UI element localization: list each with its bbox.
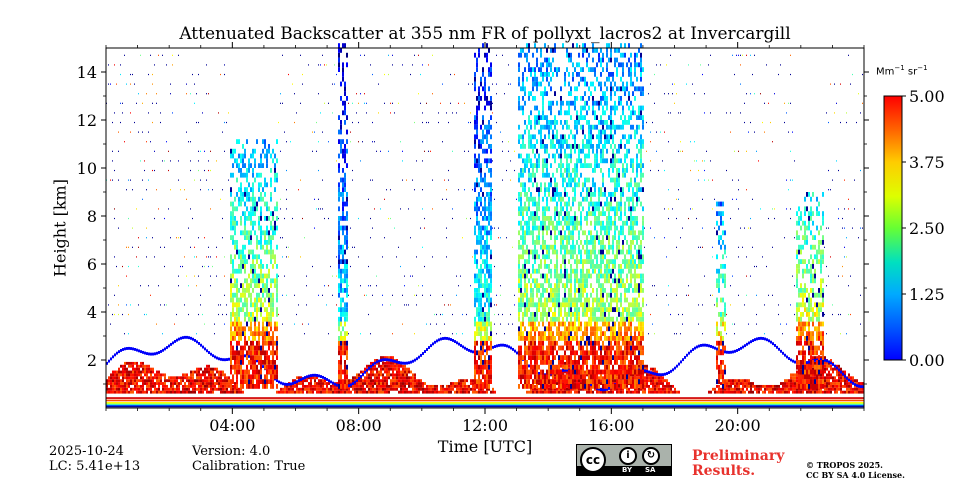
lc-text: LC: 5.41e+13	[49, 459, 141, 474]
x-tick-label: 08:00	[336, 416, 382, 435]
date-text: 2025-10-24	[49, 444, 124, 459]
cc-license-badge: cc i ↻ BY SA	[576, 444, 672, 476]
y-tick-label: 12	[77, 111, 97, 130]
copyright-line-2: CC BY SA 4.0 License.	[806, 470, 905, 480]
by-label: BY	[622, 466, 633, 474]
calibration-text: Calibration: True	[192, 459, 306, 474]
cc-badge-band	[577, 466, 671, 475]
unit-exponent-2: −1	[917, 64, 928, 72]
meta-right: Version: 4.0 Calibration: True	[192, 444, 305, 474]
copyright-notice: © TROPOS 2025. CC BY SA 4.0 License.	[806, 460, 905, 480]
y-tick-label: 14	[77, 63, 97, 82]
y-tick-label: 4	[87, 303, 97, 322]
by-icon: i	[619, 447, 637, 465]
meta-left: 2025-10-24 LC: 5.41e+13	[49, 444, 140, 474]
y-tick-label: 8	[87, 207, 97, 226]
x-axis-label: Time [UTC]	[437, 437, 533, 456]
preliminary-notice: Preliminary Results.	[692, 449, 784, 479]
y-tick-label: 10	[77, 159, 97, 178]
heatmap-plot-area	[106, 43, 864, 408]
x-tick-label: 04:00	[209, 416, 255, 435]
version-text: Version: 4.0	[192, 444, 271, 459]
sa-icon: ↻	[642, 447, 660, 465]
preliminary-line-1: Preliminary	[692, 448, 785, 464]
y-axis-label: Height [km]	[50, 179, 70, 277]
y-tick-label: 2	[87, 351, 97, 370]
unit-exponent-1: −1	[894, 64, 905, 72]
sa-label: SA	[645, 466, 656, 474]
y-tick-label: 6	[87, 255, 97, 274]
copyright-line-1: © TROPOS 2025.	[806, 460, 883, 470]
colorbar-tick-label: 2.50	[909, 219, 945, 238]
colorbar-gradient	[883, 95, 903, 361]
axes: 2 4 6 8 10 12 14 04:00 08:00 12:00 16:00 20:00	[77, 42, 869, 435]
colorbar-tick-label: 1.25	[909, 285, 945, 304]
x-tick-label: 20:00	[715, 416, 761, 435]
chart-title: Attenuated Backscatter at 355 nm FR of p…	[179, 24, 791, 44]
cc-icon: cc	[580, 447, 606, 473]
preliminary-line-2: Results.	[692, 463, 756, 479]
colorbar-tick-label: 0.00	[909, 351, 945, 370]
unit-base-sr: sr	[904, 66, 918, 78]
x-tick-label: 12:00	[462, 416, 508, 435]
unit-base-mm: Mm	[876, 66, 895, 78]
x-tick-label: 16:00	[588, 416, 634, 435]
colorbar-unit-label: Mm−1 sr−1	[876, 64, 928, 77]
colorbar: 0.00 1.25 2.50 3.75 5.00	[883, 87, 945, 370]
colorbar-tick-label: 3.75	[909, 153, 945, 172]
colorbar-tick-label: 5.00	[909, 87, 945, 106]
